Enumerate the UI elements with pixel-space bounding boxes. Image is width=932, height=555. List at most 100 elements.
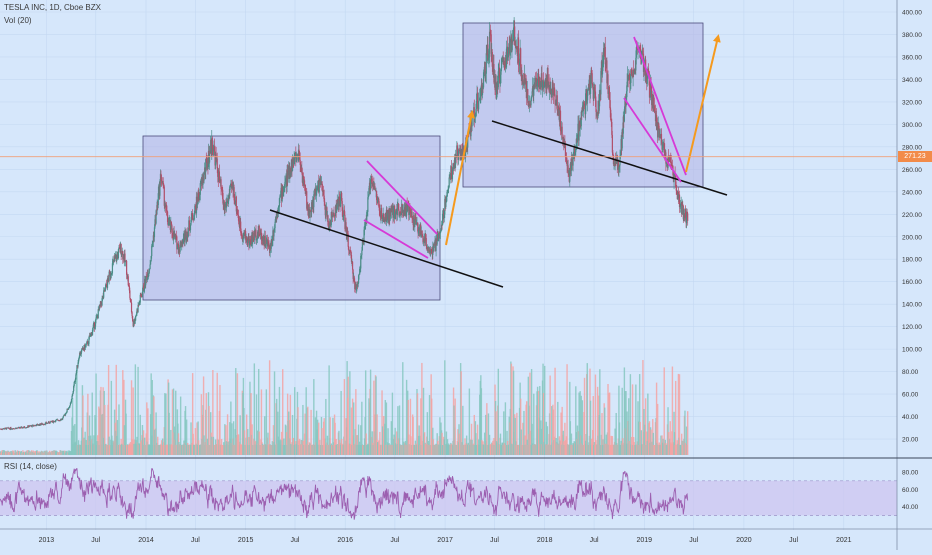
candle-body xyxy=(85,345,87,346)
breakout-arrow-1 xyxy=(445,110,475,246)
volume-bar xyxy=(291,414,294,455)
volume-bar xyxy=(599,369,601,455)
volume-bar xyxy=(390,421,393,455)
volume-bar xyxy=(542,393,545,455)
candle-body xyxy=(480,94,482,96)
candle-body xyxy=(199,194,201,200)
candle-body xyxy=(304,184,306,188)
candle-body xyxy=(433,244,435,252)
volume-bar xyxy=(551,406,553,455)
candle-body xyxy=(130,302,132,303)
symbol-title[interactable]: TESLA INC, 1D, Cboe BZX xyxy=(4,3,101,12)
candle-body xyxy=(527,89,529,103)
candle-body xyxy=(84,345,86,350)
volume-bar xyxy=(409,398,412,455)
candle-body xyxy=(400,211,402,215)
candle-body xyxy=(326,207,328,218)
volume-bar xyxy=(184,406,187,455)
volume-bar xyxy=(361,401,363,455)
candle-body xyxy=(435,239,437,251)
candle-body xyxy=(517,37,520,63)
candle-body xyxy=(177,243,180,254)
candle-body xyxy=(623,109,625,122)
volume-bar xyxy=(407,399,409,455)
candle-body xyxy=(507,53,509,61)
candle-body xyxy=(505,48,508,68)
candle-body xyxy=(530,98,532,106)
volume-bar xyxy=(428,395,431,455)
price-tick-label: 60.00 xyxy=(902,392,919,399)
candle-body xyxy=(156,201,158,211)
candle-body xyxy=(595,100,597,112)
candle-body xyxy=(364,223,366,227)
volume-bar xyxy=(394,427,396,455)
candle-body xyxy=(191,213,193,216)
candle-body xyxy=(126,260,128,275)
candle-body xyxy=(615,160,617,165)
volume-bar xyxy=(539,386,541,455)
volume-indicator-label[interactable]: Vol (20) xyxy=(4,16,32,25)
volume-bar xyxy=(26,450,28,455)
volume-bar xyxy=(231,423,233,455)
candle-body xyxy=(282,191,284,195)
candle-body xyxy=(598,97,600,111)
candle-body xyxy=(646,70,648,84)
candle-body xyxy=(305,187,307,194)
candle-body xyxy=(198,193,200,197)
candle-body xyxy=(259,232,261,236)
volume-bar xyxy=(258,368,260,455)
candle-body xyxy=(398,209,400,216)
candle-body xyxy=(475,109,477,116)
volume-bar xyxy=(314,417,317,455)
volume-bar xyxy=(147,408,149,455)
candle-body xyxy=(173,231,175,238)
candle-body xyxy=(298,149,300,155)
volume-bar xyxy=(116,420,119,455)
candle-body xyxy=(220,188,223,190)
chart-drawings[interactable] xyxy=(0,34,897,288)
candle-body xyxy=(487,57,490,61)
candle-body xyxy=(92,324,94,328)
candle-body xyxy=(321,190,324,192)
candle-body xyxy=(265,239,267,245)
candle-body xyxy=(155,210,157,224)
candle-body xyxy=(481,86,484,96)
candle-body xyxy=(7,427,9,429)
volume-bar xyxy=(243,430,246,455)
price-tick-label: 160.00 xyxy=(902,279,922,286)
candle-body xyxy=(369,179,372,190)
candle-body xyxy=(430,250,432,253)
candle-body xyxy=(475,101,478,110)
volume-bar xyxy=(594,374,597,455)
volume-bar xyxy=(485,414,487,455)
time-tick-label: Jul xyxy=(390,537,399,544)
candle-body xyxy=(648,78,651,98)
volume-bar xyxy=(123,425,126,455)
candle-body xyxy=(611,122,613,135)
candle-body xyxy=(28,426,30,428)
volume-bar xyxy=(384,400,387,455)
candle-body xyxy=(235,196,237,212)
volume-bar xyxy=(686,411,689,455)
volume-bar xyxy=(387,428,389,455)
candle-body xyxy=(62,417,64,420)
candle-body xyxy=(660,133,663,143)
candle-body xyxy=(313,194,315,195)
candle-body xyxy=(408,207,410,216)
volume-bar xyxy=(139,414,141,455)
volume-bar xyxy=(150,373,152,455)
candle-body xyxy=(658,123,660,129)
candle-body xyxy=(589,75,591,94)
candle-body xyxy=(268,244,270,250)
candle-body xyxy=(368,188,370,196)
volume-bar xyxy=(405,379,408,455)
candle-body xyxy=(670,161,672,165)
rsi-indicator-label[interactable]: RSI (14, close) xyxy=(4,462,57,471)
candle-body xyxy=(342,210,344,217)
volume-bar xyxy=(313,379,315,455)
volume-bar xyxy=(497,368,500,455)
candle-body xyxy=(114,257,116,262)
